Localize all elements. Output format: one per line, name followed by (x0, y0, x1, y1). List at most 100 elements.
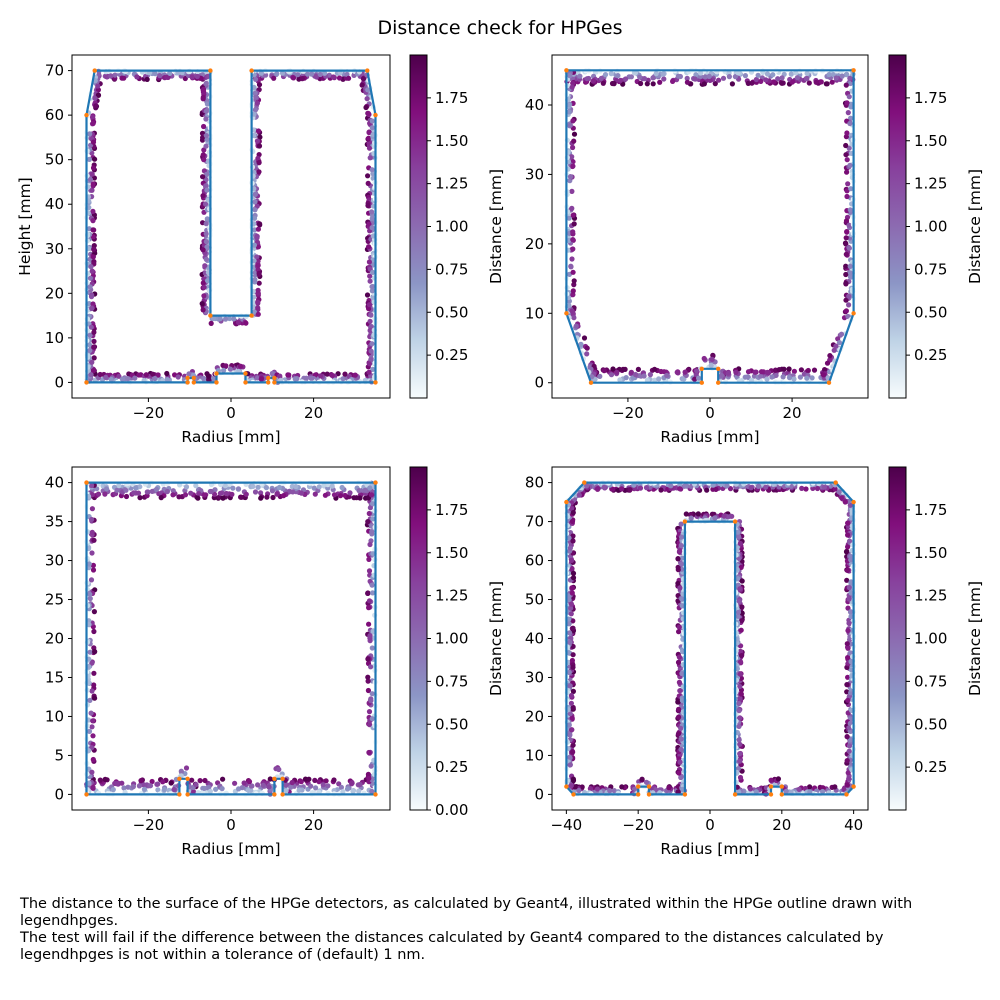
scatter-point (369, 167, 375, 173)
scatter-point (90, 165, 97, 171)
scatter-point (103, 374, 109, 380)
scatter-point (91, 227, 97, 233)
scatter-point (608, 71, 614, 77)
scatter-point (570, 538, 576, 544)
scatter-point (798, 367, 805, 373)
scatter-point (92, 649, 98, 655)
scatter-point (569, 308, 575, 314)
scatter-point (91, 609, 97, 615)
scatter-point (847, 502, 853, 508)
scatter-point (567, 545, 574, 551)
scatter-point (752, 369, 758, 375)
scatter-point (567, 639, 573, 645)
scatter-point (252, 277, 258, 283)
scatter-point (342, 371, 348, 377)
scatter-point (368, 492, 375, 498)
scatter-point (727, 486, 734, 492)
scatter-point (843, 271, 849, 278)
scatter-point (91, 246, 97, 252)
scatter-point (193, 483, 199, 489)
scatter-point (321, 482, 327, 488)
scatter-points (563, 67, 857, 386)
scatter-point (584, 351, 590, 357)
scatter-point (132, 375, 138, 381)
scatter-point (843, 281, 849, 287)
scatter-point (370, 516, 376, 522)
y-tick-label: 20 (525, 707, 544, 725)
scatter-point (643, 485, 650, 491)
x-tick-label: 0 (705, 816, 715, 834)
scatter-point (89, 114, 96, 120)
scatter-point (804, 70, 810, 77)
colorbar-tick-label: 1.25 (914, 175, 947, 193)
scatter-point (199, 301, 205, 307)
scatter-point (660, 71, 666, 77)
x-axis-label: Radius [mm] (660, 840, 759, 858)
y-tick-label: 50 (525, 591, 544, 609)
scatter-point (89, 305, 95, 312)
scatter-point (150, 371, 156, 377)
scatter-point (692, 76, 698, 82)
scatter-point (295, 72, 301, 78)
scatter-point (635, 366, 642, 372)
scatter-point (276, 766, 282, 773)
scatter-point (114, 487, 120, 493)
colorbar (888, 466, 907, 811)
scatter-point (848, 580, 854, 586)
scatter-point (567, 630, 573, 636)
scatter-point (367, 485, 373, 491)
scatter-point (364, 96, 370, 102)
scatter-point (836, 489, 842, 495)
scatter-point (726, 74, 733, 80)
outline-vertex (266, 375, 271, 381)
scatter-point (676, 770, 682, 776)
scatter-point (188, 490, 194, 496)
scatter-point (641, 76, 648, 82)
scatter-point (570, 575, 577, 581)
scatter-point (152, 71, 158, 77)
scatter-point (570, 618, 576, 624)
scatter-point (758, 369, 765, 375)
scatter-point (848, 613, 854, 620)
scatter-point (843, 241, 849, 247)
scatter-point (324, 371, 330, 377)
scatter-point (255, 782, 261, 788)
scatter-point (368, 348, 374, 354)
scatter-point (618, 77, 624, 83)
scatter-point (836, 340, 843, 346)
outline-vertex (682, 792, 688, 797)
scatter-point (279, 70, 286, 76)
scatter-point (581, 335, 588, 341)
scatter-point (121, 75, 127, 81)
scatter-point (258, 490, 264, 496)
scatter-point (130, 784, 136, 790)
scatter-point (86, 561, 92, 567)
scatter-point (90, 218, 96, 224)
scatter-point (89, 359, 95, 365)
y-tick-label: 0 (534, 785, 544, 803)
scatter-point (369, 529, 375, 535)
scatter-point (258, 495, 264, 501)
scatter-point (365, 674, 371, 680)
scatter-point (299, 76, 305, 82)
scatter-point (293, 484, 299, 490)
scatter-point (832, 784, 838, 790)
scatter-point (370, 269, 376, 275)
scatter-point (366, 306, 372, 312)
scatter-point (847, 75, 853, 81)
scatter-point (90, 756, 96, 763)
scatter-point (632, 70, 639, 76)
scatter-point (676, 714, 682, 720)
scatter-point (112, 72, 118, 78)
scatter-point (196, 491, 202, 497)
scatter-point (658, 368, 664, 375)
scatter-point (786, 366, 792, 372)
scatter-point (844, 193, 850, 200)
scatter-point (89, 529, 95, 535)
colorbar-tick-label: 1.75 (914, 89, 947, 107)
scatter-point (842, 499, 848, 505)
scatter-point (843, 549, 850, 555)
scatter-point (200, 307, 206, 313)
scatter-point (848, 690, 854, 696)
scatter-point (844, 758, 850, 764)
